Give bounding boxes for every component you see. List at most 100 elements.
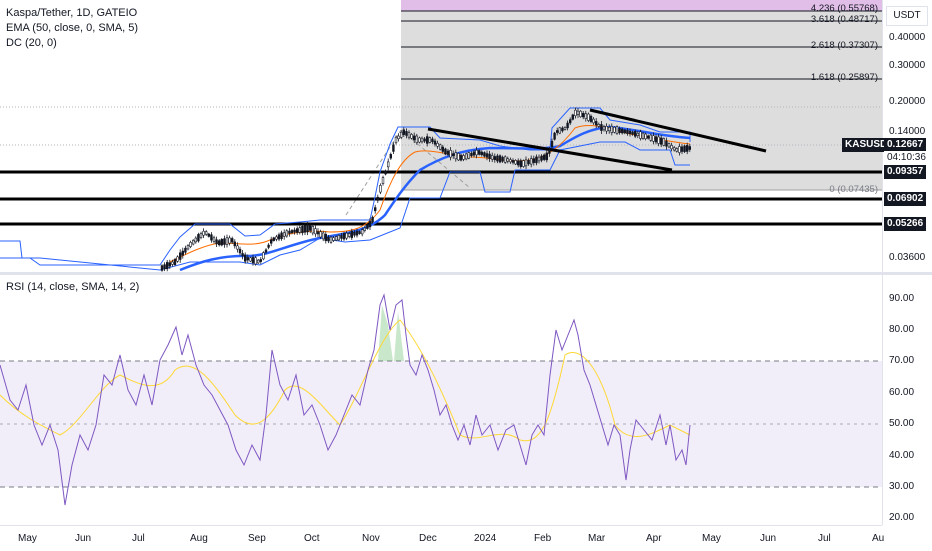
time-tick: Sep [248, 533, 266, 544]
rsi-tick: 80.00 [889, 324, 915, 335]
candle-body [345, 232, 348, 239]
candle-body [649, 134, 653, 141]
candle-body [522, 160, 525, 167]
candle-body [485, 153, 489, 158]
candle-body [667, 143, 671, 148]
candle-body [511, 160, 515, 163]
candle-body [527, 160, 530, 165]
candle-body [483, 152, 486, 157]
time-tick: May [18, 533, 37, 544]
candle-body [215, 239, 218, 245]
fib-base-dashed-2 [400, 129, 471, 189]
candle-body [293, 229, 296, 233]
trendline-1[interactable] [427, 127, 673, 172]
rsi-axis[interactable]: 90.00 80.00 70.00 60.00 50.00 40.00 30.0… [882, 275, 932, 525]
candle-body [584, 113, 588, 119]
time-tick: 2024 [474, 533, 497, 544]
candle-body [379, 185, 382, 193]
candle-body [542, 154, 546, 160]
candle-body [568, 119, 572, 124]
candle-body [238, 248, 242, 254]
candle-body [342, 233, 346, 240]
rsi-legend[interactable]: RSI (14, close, SMA, 14, 2) [6, 281, 140, 293]
price-tick: 0.30000 [889, 60, 926, 71]
candle-body [347, 233, 351, 237]
candle-body [418, 137, 421, 143]
candle-body [256, 259, 260, 264]
time-tick: Dec [419, 533, 437, 544]
candle-body [171, 261, 174, 265]
candle-body [615, 126, 619, 134]
candle-body [438, 144, 442, 150]
candle-body [259, 259, 262, 262]
pane-separator[interactable] [0, 272, 932, 275]
candle-body [371, 216, 374, 223]
candle-body [381, 177, 385, 184]
candle-body [173, 259, 177, 265]
legend-symbol[interactable]: Kaspa/Tether, 1D, GATEIO [6, 7, 138, 19]
candle-body [225, 237, 229, 245]
price-axis[interactable]: 0.40000 0.30000 0.20000 0.14000 0.03600 [882, 0, 932, 272]
candle-body [685, 145, 689, 152]
legend-ema[interactable]: EMA (50, close, 0, SMA, 5) [6, 22, 139, 34]
time-axis[interactable]: May Jun Jul Aug Sep Oct Nov Dec 2024 Feb… [0, 525, 884, 551]
candle-body [457, 153, 460, 161]
rsi-tick: 20.00 [889, 512, 915, 523]
candle-body [160, 265, 164, 271]
candle-body [646, 135, 650, 139]
candle-body [688, 146, 692, 150]
candle-body [610, 126, 614, 133]
candle-body [262, 252, 265, 260]
candle-body [490, 155, 494, 160]
price-chart[interactable] [0, 0, 882, 272]
candle-body [308, 225, 312, 231]
candle-body [594, 121, 598, 126]
candle-body [355, 230, 359, 236]
candle-body [548, 149, 551, 154]
candle-body [561, 127, 564, 132]
candle-body [360, 229, 364, 235]
rsi-chart[interactable] [0, 275, 882, 525]
candle-body [210, 234, 213, 241]
time-tick: Jun [760, 533, 777, 544]
candle-body [636, 132, 640, 136]
rsi-tick: 70.00 [889, 355, 915, 366]
candle-body [545, 152, 549, 161]
candle-body [376, 196, 379, 201]
time-tick: Feb [534, 533, 552, 544]
candle-body [373, 207, 377, 212]
candle-body [392, 144, 395, 152]
fib-label-1618: 1.618 (0.25897) [810, 72, 878, 83]
candle-body [163, 264, 166, 270]
candle-body [464, 153, 468, 160]
candle-body [566, 122, 569, 129]
candle-body [537, 156, 541, 162]
price-tick: 0.20000 [889, 96, 926, 107]
time-tick: Jul [818, 533, 831, 544]
candle-body [540, 155, 543, 161]
candle-body [340, 235, 343, 239]
trendline-2[interactable] [589, 108, 767, 153]
candle-body [441, 146, 444, 152]
candle-body [519, 160, 523, 167]
candle-body [244, 254, 247, 262]
candle-body [613, 126, 616, 133]
candle-body [623, 129, 627, 134]
currency-button[interactable]: USDT [886, 6, 928, 26]
candle-body [451, 153, 455, 157]
candle-body [272, 237, 275, 241]
candle-body [327, 236, 330, 242]
candle-body [332, 237, 335, 241]
candle-body [192, 240, 195, 245]
candle-body [626, 129, 629, 134]
candle-body [672, 147, 676, 151]
time-tick: Oct [304, 533, 320, 544]
candle-body [334, 236, 338, 241]
candle-body [324, 233, 327, 241]
last-price-tag: 0.12667 [884, 138, 927, 152]
candle-body [597, 124, 601, 127]
legend-dc[interactable]: DC (20, 0) [6, 37, 57, 49]
candle-body [480, 151, 483, 156]
rsi-ma-line [0, 319, 691, 442]
candle-body [321, 232, 325, 240]
